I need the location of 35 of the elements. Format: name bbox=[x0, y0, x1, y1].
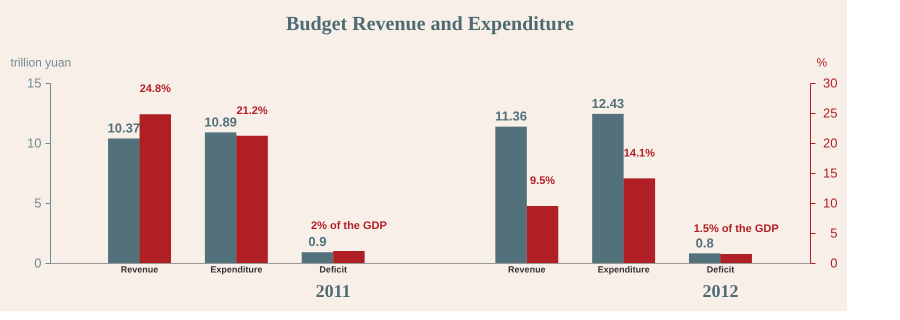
chart-title: Budget Revenue and Expenditure bbox=[286, 13, 574, 35]
y2-tick-label: 15 bbox=[823, 166, 838, 180]
y-tick-label: 15 bbox=[27, 76, 42, 90]
x-tick-label: Revenue bbox=[120, 264, 158, 274]
data-label: 9.5% bbox=[530, 175, 556, 187]
data-label: 12.43 bbox=[592, 96, 624, 111]
data-label: 2% of the GDP bbox=[311, 220, 387, 232]
x-tick-label: Deficit bbox=[319, 264, 347, 274]
y-tick-label: 0 bbox=[34, 256, 42, 270]
text: 2011 bbox=[316, 281, 351, 301]
data-label: 0.9 bbox=[308, 234, 326, 250]
data-label: 11.36 bbox=[495, 108, 527, 124]
y2-tick-label: 25 bbox=[823, 106, 838, 120]
y2-axis-title: % bbox=[816, 56, 828, 70]
y2-tick-label: 5 bbox=[830, 226, 838, 240]
y-tick-label: 10 bbox=[27, 136, 42, 150]
y2-tick-label: 10 bbox=[823, 196, 838, 210]
y2-tick-label: 30 bbox=[823, 76, 838, 90]
y2-tick-label: 20 bbox=[823, 136, 838, 150]
data-label: 24.8% bbox=[140, 83, 172, 96]
y2-tick-label: 0 bbox=[830, 256, 838, 270]
data-label: 10.89 bbox=[204, 114, 237, 130]
bar bbox=[495, 126, 527, 263]
x-tick-label: Revenue bbox=[508, 264, 546, 274]
y-tick-label: 5 bbox=[34, 196, 42, 210]
data-label: 0.8 bbox=[696, 235, 714, 250]
data-label: 10.37 bbox=[108, 120, 140, 136]
data-label: 21.2% bbox=[236, 104, 268, 117]
y-axis-title: trillion yuan bbox=[10, 56, 72, 70]
data-label: 14.1% bbox=[624, 147, 656, 160]
x-tick-label: Expenditure bbox=[598, 264, 650, 274]
data-label: 1.5% of the GDP bbox=[694, 223, 779, 235]
x-tick-label: Deficit bbox=[706, 264, 734, 274]
text: 2012 bbox=[702, 281, 738, 301]
x-tick-label: Expenditure bbox=[210, 264, 262, 274]
